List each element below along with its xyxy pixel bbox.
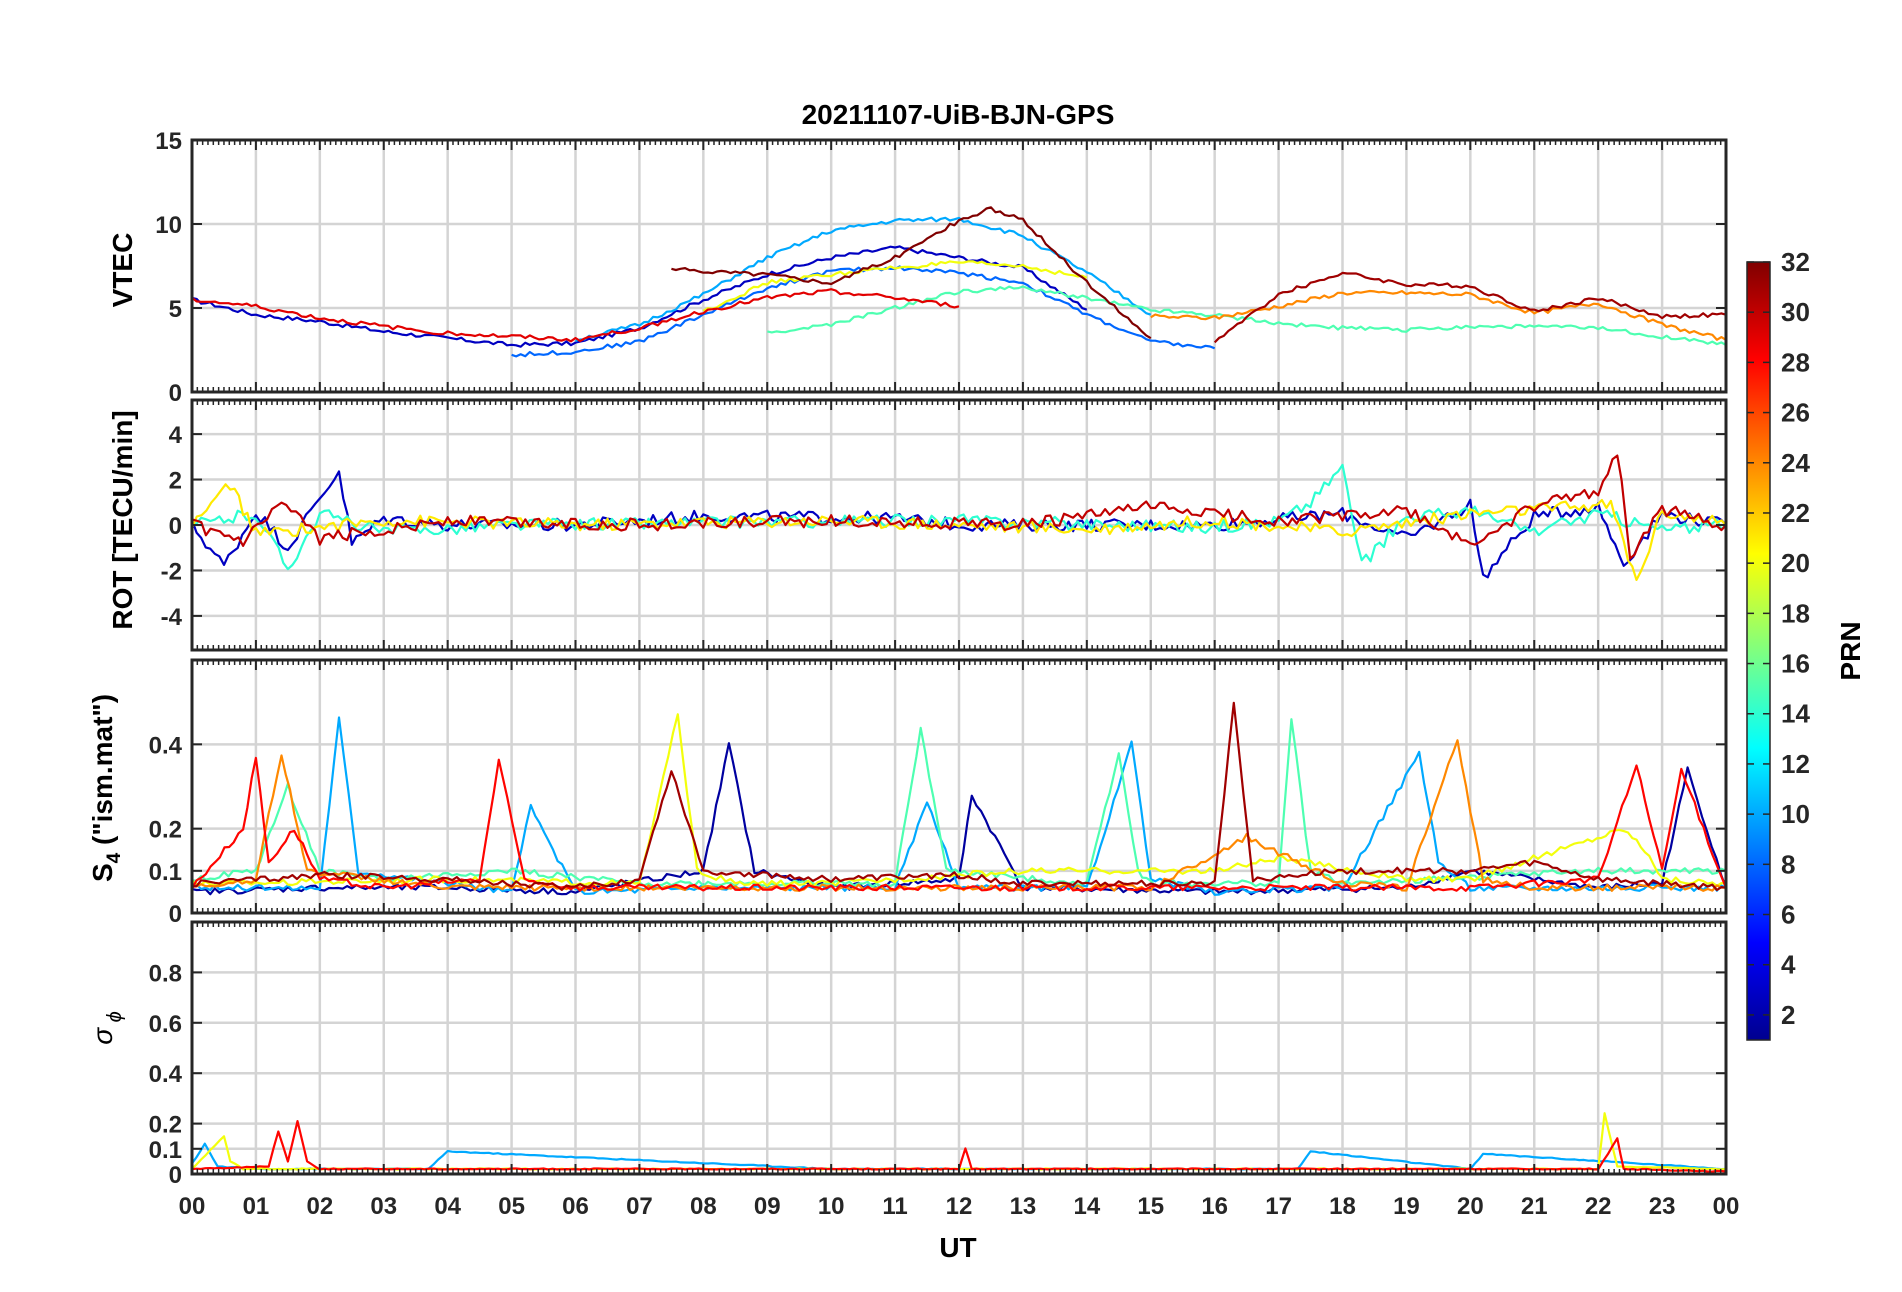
colorbar-tick-label: 4 <box>1781 950 1796 980</box>
x-tick-label: 04 <box>434 1193 461 1220</box>
x-tick-label: 13 <box>1010 1193 1037 1220</box>
vtec-ytick-label: 0 <box>169 380 182 407</box>
x-tick-label: 01 <box>243 1193 270 1220</box>
s4-series-prn-24 <box>191 739 1726 892</box>
colorbar-tick-label: 2 <box>1781 1000 1795 1030</box>
x-tick-label: 17 <box>1265 1193 1292 1220</box>
colorbar-tick-label: 12 <box>1781 749 1810 779</box>
vtec-series-prn-15 <box>767 285 1727 346</box>
colorbar-tick-label: 26 <box>1781 398 1810 428</box>
colorbar-tick-label: 10 <box>1781 799 1810 829</box>
x-tick-label: 00 <box>179 1193 206 1220</box>
colorbar-tick-label: 8 <box>1781 849 1795 879</box>
s4-series-prn-31 <box>191 701 1727 892</box>
rot-ytick-label: -4 <box>161 604 183 631</box>
s4-ytick-label: 0 <box>169 901 182 928</box>
x-tick-label: 00 <box>1713 1193 1740 1220</box>
x-tick-label: 23 <box>1649 1193 1676 1220</box>
rot-axes-box <box>190 398 1728 652</box>
x-tick-label: 22 <box>1585 1193 1612 1220</box>
colorbar-tick-label: 32 <box>1781 247 1810 277</box>
x-tick-label: 02 <box>306 1193 333 1220</box>
rot-series-prn-14 <box>191 463 1727 571</box>
s4-axes-box <box>190 658 1728 915</box>
x-tick-label: 07 <box>626 1193 653 1220</box>
colorbar-tick-label: 24 <box>1781 448 1810 478</box>
colorbar-tick-label: 20 <box>1781 548 1810 578</box>
sigma-phi-ytick-label: 0.2 <box>149 1112 182 1139</box>
sigma-phi-ytick-label: 0.6 <box>149 1011 182 1038</box>
x-tick-label: 15 <box>1137 1193 1164 1220</box>
colorbar-tick-label: 16 <box>1781 649 1810 679</box>
vtec-panel: 0 5 10 15 <box>155 128 1728 407</box>
x-tick-label: 08 <box>690 1193 717 1220</box>
sigma-phi-ytick-label: 0.8 <box>149 960 182 987</box>
vtec-series-prn-32 <box>671 206 1152 340</box>
x-tick-label: 09 <box>754 1193 781 1220</box>
colorbar-tick-label: 6 <box>1781 900 1795 930</box>
vtec-series-prn-31 <box>1213 271 1727 344</box>
vtec-ytick-label: 10 <box>155 212 182 239</box>
vtec-series-prn-29 <box>191 288 960 343</box>
vtec-series-prn-8 <box>511 265 1216 358</box>
s4-series-prn-15 <box>191 718 1727 888</box>
rot-panel: -4 -2 0 2 4 <box>161 398 1728 652</box>
x-tick-label: 05 <box>498 1193 525 1220</box>
vtec-series-prn-24 <box>1150 289 1727 341</box>
s4-ytick-label: 0.4 <box>149 732 183 759</box>
x-tick-label: 21 <box>1521 1193 1548 1220</box>
x-tick-labels: 00 01 02 03 04 05 06 07 08 09 10 11 12 13 14 15 16 17 18 19… <box>179 1193 1740 1220</box>
rot-ytick-label: -2 <box>161 558 182 585</box>
rot-ytick-label: 4 <box>169 422 183 449</box>
sigma-phi-ytick-label: 0.1 <box>149 1137 182 1164</box>
colorbar-tick-label: 30 <box>1781 297 1810 327</box>
colorbar-tick-label: 22 <box>1781 498 1810 528</box>
vtec-series-prn-20 <box>702 260 1088 312</box>
x-tick-label: 03 <box>370 1193 397 1220</box>
colorbar-label: PRN <box>1835 621 1866 680</box>
s4-ytick-label: 0.1 <box>149 859 182 886</box>
x-tick-label: 06 <box>562 1193 589 1220</box>
sigma-phi-ylabel: σ ϕ <box>87 1011 126 1045</box>
x-tick-label: 19 <box>1393 1193 1420 1220</box>
sigma-phi-axes-box <box>190 920 1728 1176</box>
vtec-ytick-label: 15 <box>155 128 182 155</box>
x-tick-label: 16 <box>1201 1193 1228 1220</box>
rot-series-prn-21 <box>190 483 1727 582</box>
x-axis-label: UT <box>939 1232 976 1263</box>
vtec-axes-box <box>190 138 1728 394</box>
colorbar-tick-label: 14 <box>1781 699 1810 729</box>
x-tick-label: 20 <box>1457 1193 1484 1220</box>
s4-ytick-label: 0.2 <box>149 817 182 844</box>
sigma-phi-panel: 00.10.2 0.4 0.6 0.8 <box>149 920 1728 1189</box>
rot-ylabel: ROT [TECU/min] <box>107 410 138 629</box>
x-tick-label: 12 <box>946 1193 973 1220</box>
colorbar-tick-label: 18 <box>1781 598 1810 628</box>
s4-series-prn-28 <box>191 756 1728 892</box>
x-tick-label: 10 <box>818 1193 845 1220</box>
sigma-phi-ytick-label: 0.4 <box>149 1061 183 1088</box>
x-tick-label: 11 <box>882 1193 907 1220</box>
x-tick-label: 18 <box>1329 1193 1356 1220</box>
vtec-ylabel: VTEC <box>107 233 138 308</box>
vtec-ytick-label: 5 <box>169 296 182 323</box>
colorbar-gradient <box>1746 261 1771 1041</box>
s4-panel: 0 0.1 0.2 0.4 <box>149 658 1728 928</box>
rot-ytick-label: 0 <box>169 513 182 540</box>
chart-title: 20211107-UiB-BJN-GPS <box>802 99 1115 130</box>
rot-ytick-label: 2 <box>169 468 182 495</box>
x-tick-label: 14 <box>1073 1193 1100 1220</box>
rot-series-prn-30 <box>191 454 1727 560</box>
colorbar-tick-label: 28 <box>1781 347 1810 377</box>
s4-ylabel: S4 ("ism.mat") <box>87 694 125 882</box>
sigma-phi-ytick-label: 0 <box>169 1162 182 1189</box>
